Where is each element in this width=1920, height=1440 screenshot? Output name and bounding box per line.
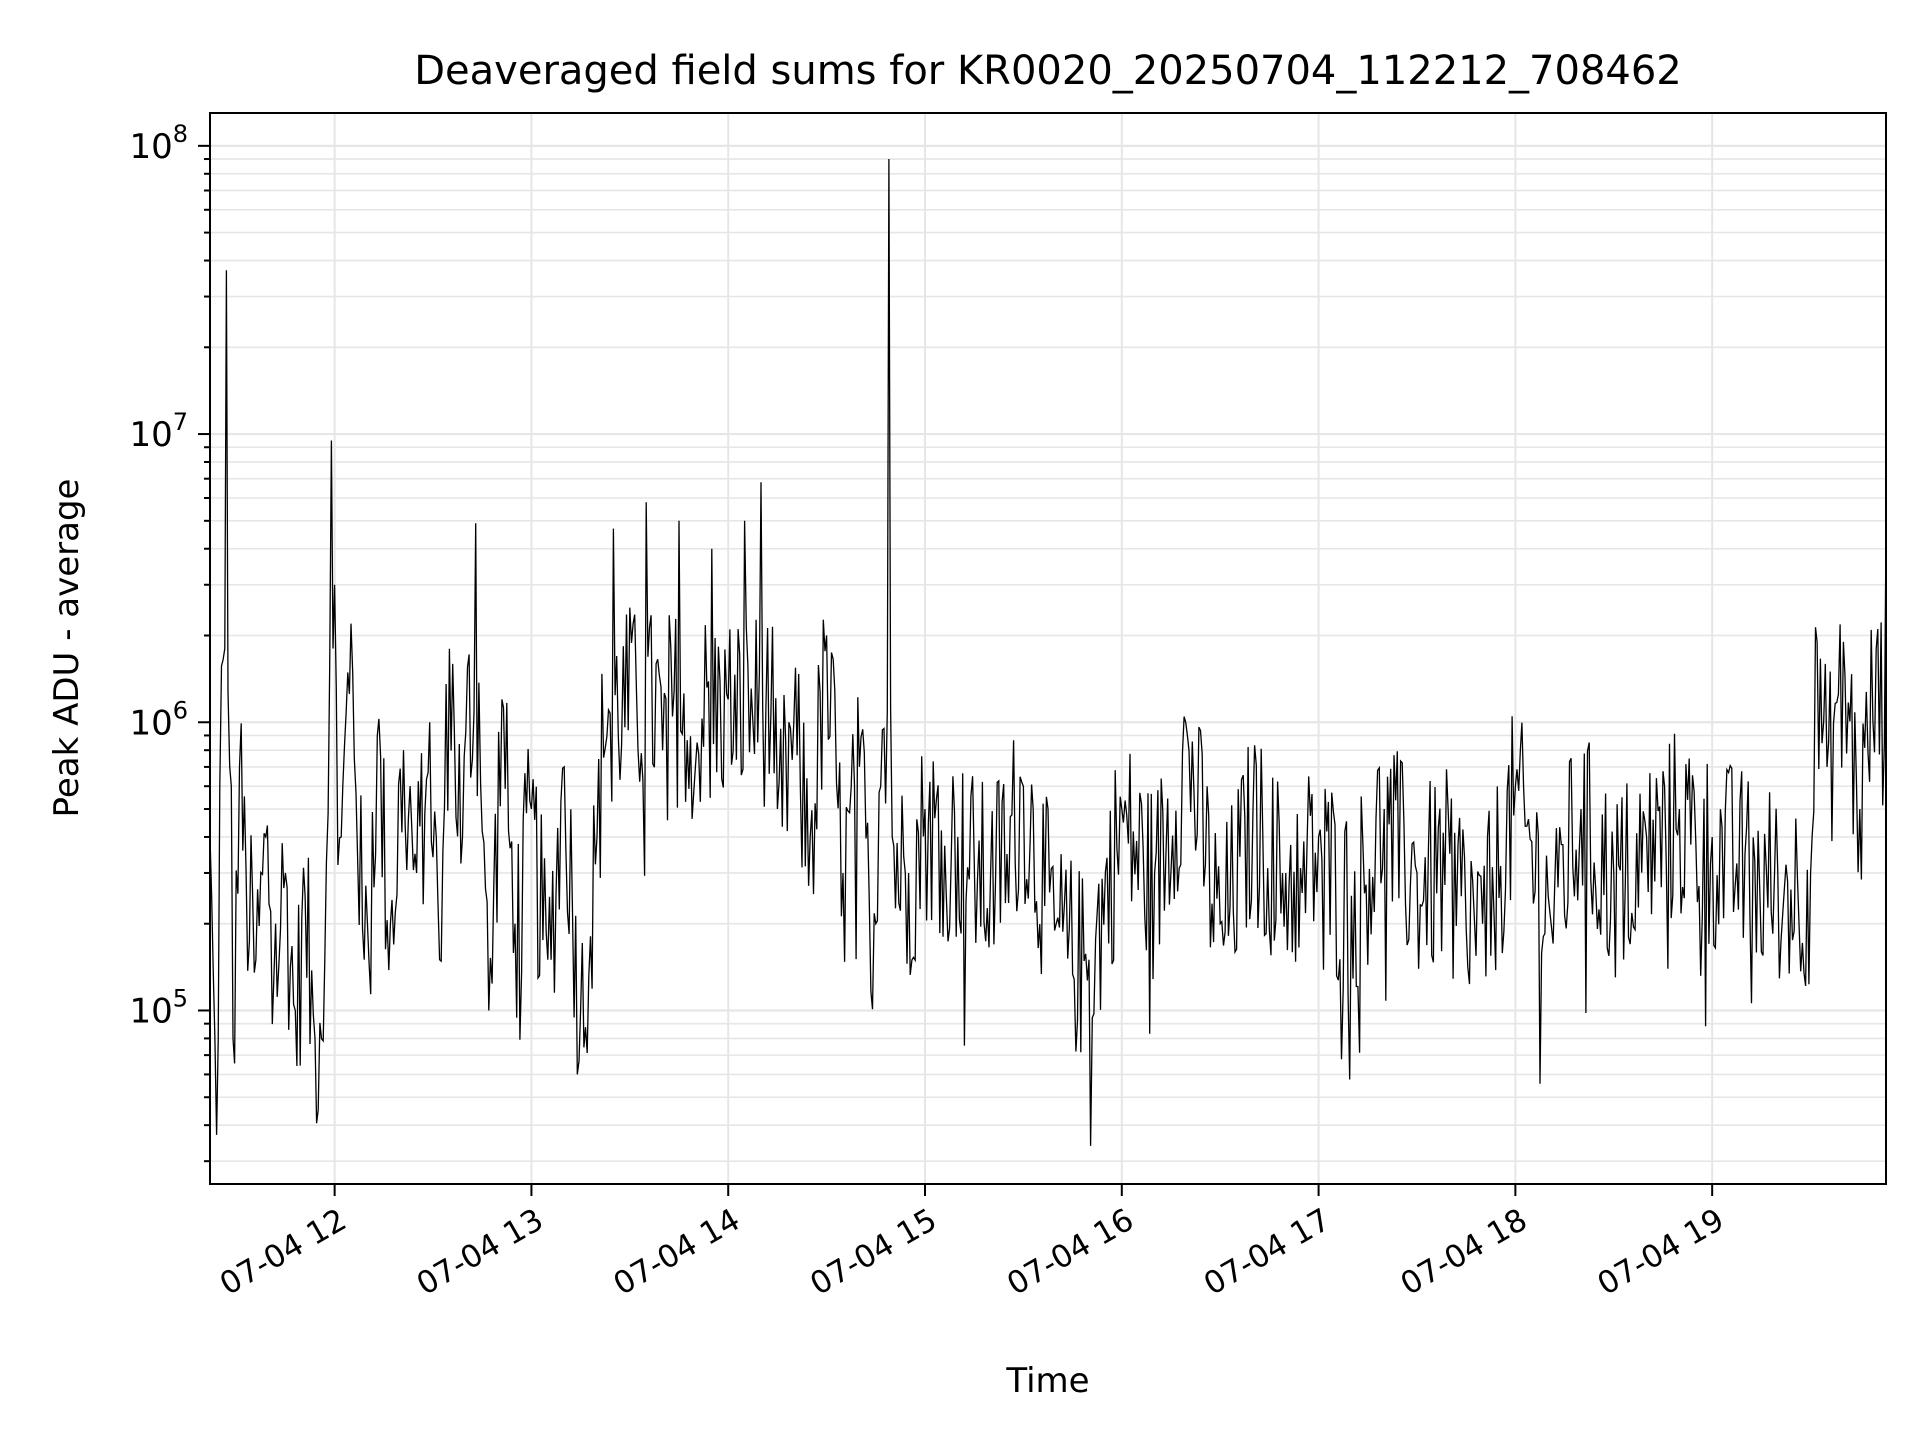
x-tick-label: 07-04 18 [1395,1202,1534,1303]
y-tick-label: 107 [129,408,188,455]
x-axis: 07-04 12 07-04 13 07-04 14 07-04 15 07-04 16… [214,1184,1730,1303]
x-axis-label: Time [1005,1361,1089,1401]
y-tick-label: 105 [129,984,188,1031]
series-line [209,158,1887,1146]
x-tick-label: 07-04 15 [804,1202,943,1303]
y-axis-label: Peak ADU - average [47,479,87,818]
y-axis: 105 106 107 108 [129,120,210,1163]
series-layer [209,158,1887,1146]
y-tick-label: 108 [129,120,188,167]
x-tick-label: 07-04 19 [1591,1202,1730,1303]
plot-frame [209,112,1887,1185]
y-tick-label: 106 [129,696,188,743]
x-tick-label: 07-04 14 [607,1202,746,1303]
x-tick-label: 07-04 12 [214,1202,353,1303]
grid [210,113,1886,1184]
x-tick-label: 07-04 16 [1001,1202,1140,1303]
chart-title: Deaveraged field sums for KR0020_2025070… [414,48,1682,94]
x-tick-label: 07-04 13 [411,1202,550,1303]
x-tick-label: 07-04 17 [1198,1202,1337,1303]
